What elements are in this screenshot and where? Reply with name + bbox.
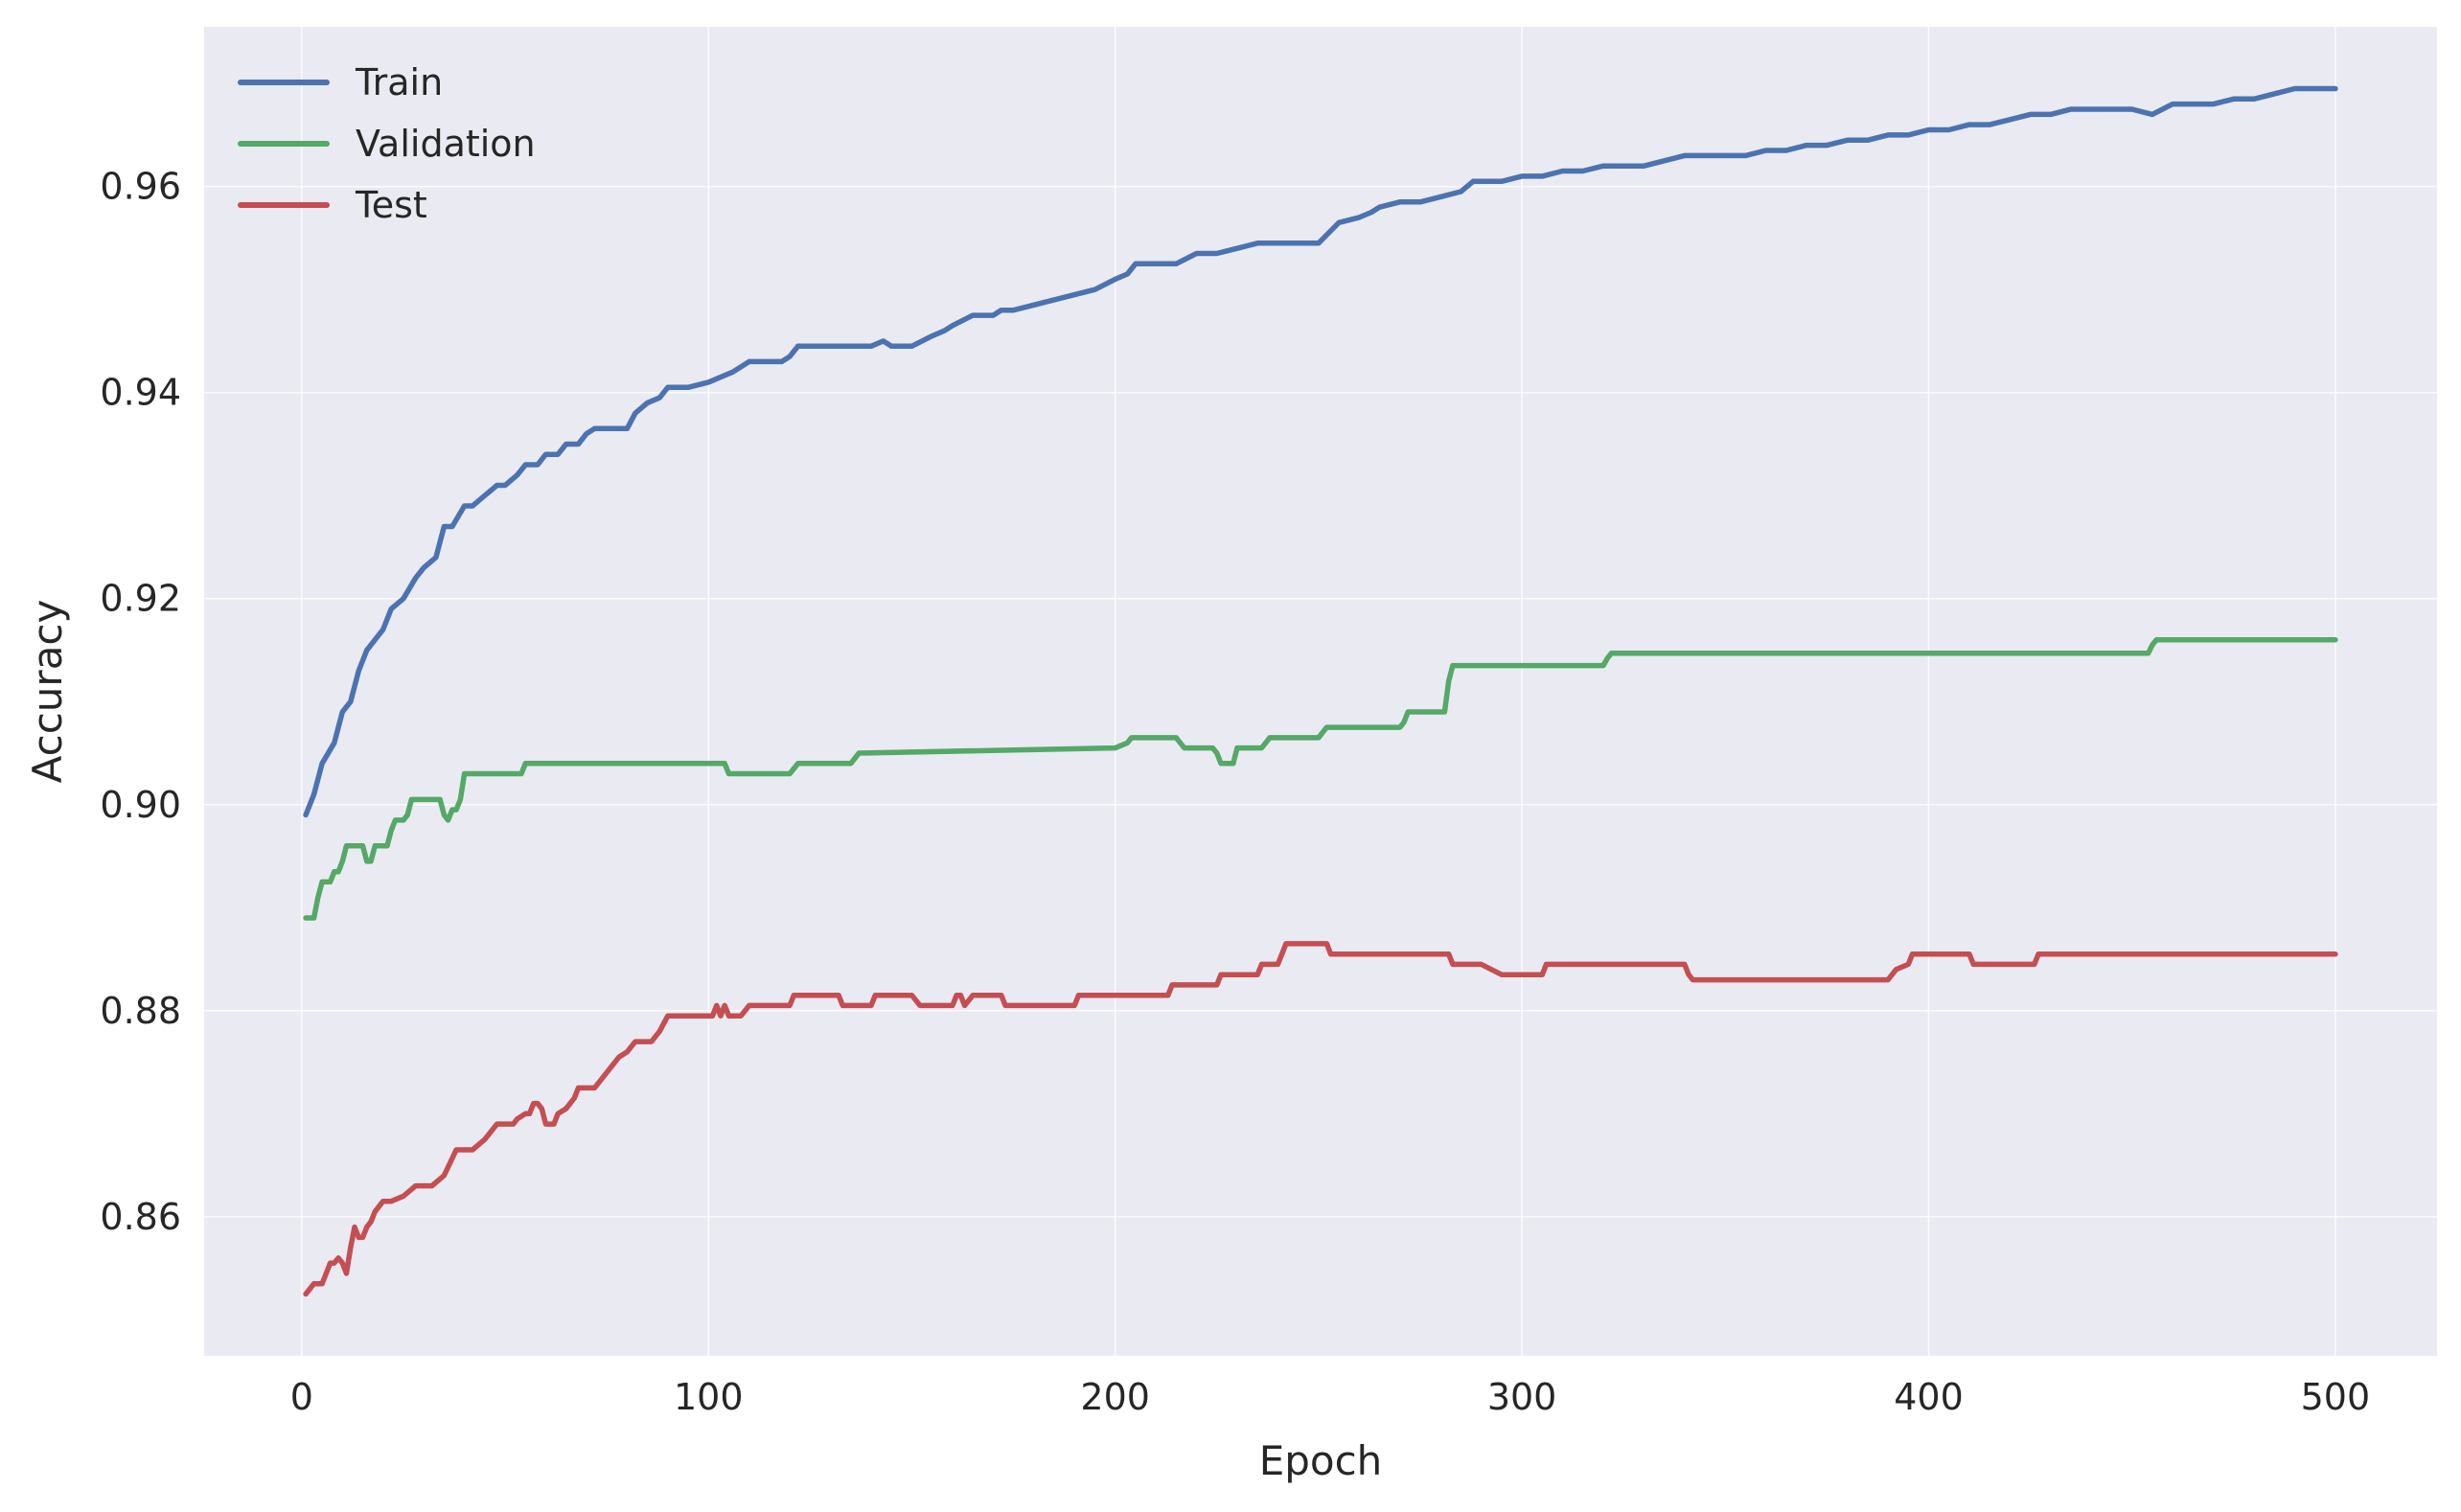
series-line-test	[303, 941, 2338, 1297]
series-line-train	[303, 85, 2338, 818]
legend-label: Test	[355, 184, 427, 226]
y-tick-label: 0.96	[100, 166, 181, 208]
x-axis-label: Epoch	[1259, 1437, 1383, 1484]
x-tick-label: 500	[2301, 1376, 2371, 1418]
x-axis-ticks: 0 100 200 300 400 500	[290, 1376, 2370, 1418]
y-tick-label: 0.90	[100, 784, 181, 826]
legend-label: Train	[355, 61, 443, 103]
series-lines	[303, 85, 2338, 1297]
plot-background	[204, 27, 2437, 1356]
legend: Train Validation Test	[238, 61, 536, 226]
x-tick-label: 300	[1487, 1376, 1557, 1418]
grid-lines	[204, 27, 2437, 1356]
x-tick-label: 100	[674, 1376, 744, 1418]
x-tick-label: 400	[1894, 1376, 1964, 1418]
y-axis-ticks: 0.86 0.88 0.90 0.92 0.94 0.96	[100, 166, 181, 1238]
y-axis-label: Accuracy	[24, 600, 71, 784]
y-tick-label: 0.88	[100, 990, 181, 1032]
y-tick-label: 0.86	[100, 1196, 181, 1238]
x-tick-label: 200	[1080, 1376, 1150, 1418]
y-tick-label: 0.92	[100, 578, 181, 620]
legend-label: Validation	[356, 123, 536, 165]
x-tick-label: 0	[290, 1376, 313, 1418]
series-line-validation	[303, 636, 2338, 921]
y-tick-label: 0.94	[100, 372, 181, 414]
